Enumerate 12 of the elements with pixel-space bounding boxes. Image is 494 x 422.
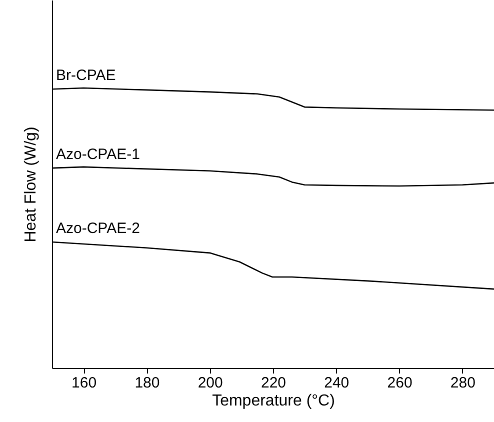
series-label: Azo-CPAE-2 <box>56 220 140 237</box>
series-label: Azo-CPAE-1 <box>56 146 140 164</box>
series-label: Br-CPAE <box>56 67 116 84</box>
x-tick-label: 160 <box>72 374 97 392</box>
x-tick-label: 280 <box>450 374 476 392</box>
x-tick-label: 240 <box>324 374 350 392</box>
x-tick-label: 260 <box>387 374 412 392</box>
x-tick-label: 180 <box>134 374 160 392</box>
x-tick-label: 200 <box>198 374 223 392</box>
y-axis-title: Heat Flow (W/g) <box>22 126 40 242</box>
x-tick-label: 220 <box>260 374 286 392</box>
x-axis-title: Temperature (°C) <box>212 392 335 410</box>
